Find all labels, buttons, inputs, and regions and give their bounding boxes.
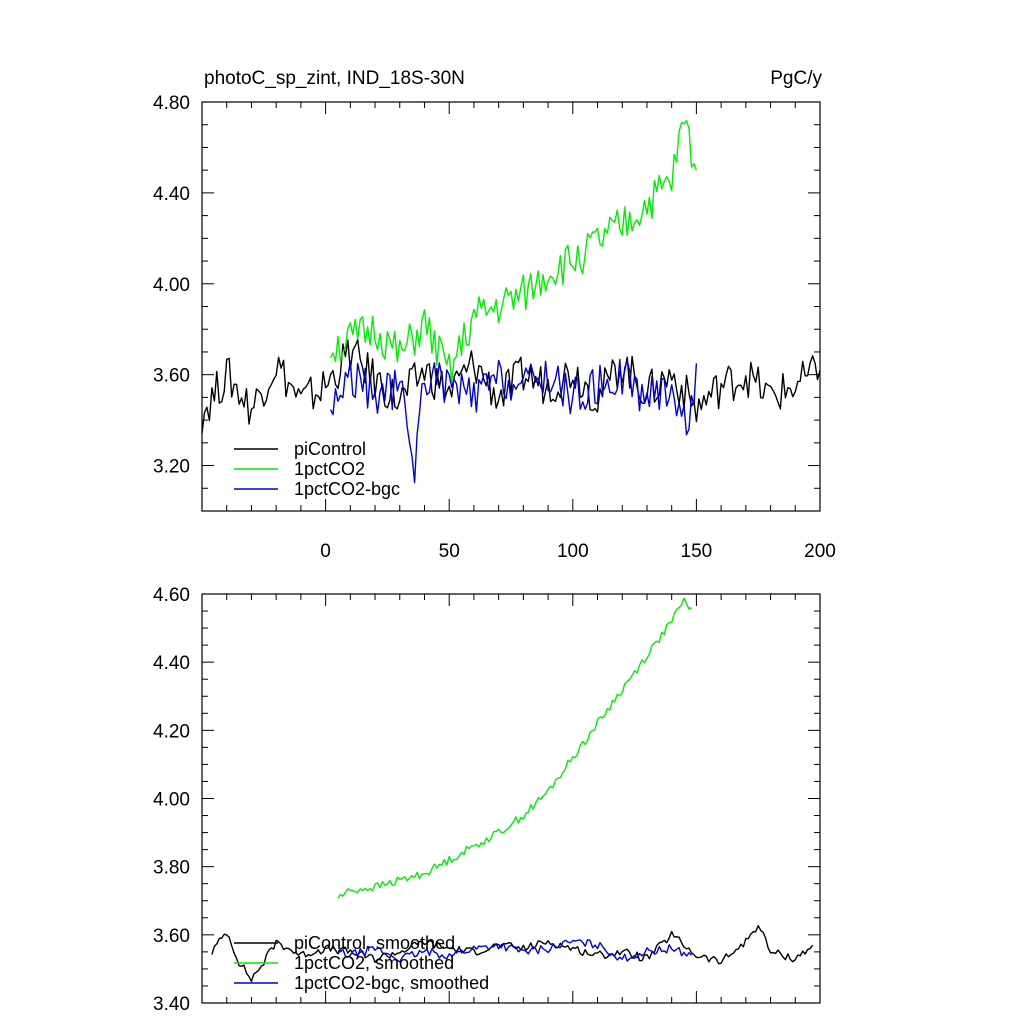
legend-label: piControl: [294, 439, 366, 459]
series-line: [201, 339, 821, 434]
y-tick-label: 3.60: [153, 926, 190, 947]
y-tick-label: 4.40: [153, 653, 190, 674]
y-tick-label: 3.60: [153, 366, 190, 387]
y-tick-label: 4.40: [153, 184, 190, 205]
legend-label: 1pctCO2-bgc, smoothed: [294, 973, 489, 993]
y-tick-label: 4.20: [153, 721, 190, 742]
y-tick-label: 3.80: [153, 858, 190, 879]
legend-label: 1pctCO2-bgc: [294, 479, 400, 499]
legend-label: 1pctCO2, smoothed: [294, 953, 454, 973]
series-line: [329, 119, 698, 383]
series-line: [329, 358, 698, 484]
y-tick-label: 4.60: [153, 585, 190, 606]
y-tick-label: 3.20: [153, 457, 190, 478]
series-line: [337, 939, 692, 963]
legend-label: 1pctCO2: [294, 459, 365, 479]
y-tick-label: 3.40: [153, 994, 190, 1015]
top-panel: 3.20 3.60 4.00 4.40 4.80 0 50 100 150 200 piContro…: [153, 93, 836, 562]
x-tick-label: 100: [557, 541, 589, 562]
x-tick-label: 50: [439, 541, 460, 562]
bottom-panel: 3.40 3.60 3.80 4.00 4.20 4.40 4.60 piControl, s…: [153, 585, 821, 1015]
chart-units: PgC/y: [770, 68, 822, 89]
y-tick-label: 4.80: [153, 93, 190, 114]
series-line: [337, 597, 692, 899]
x-tick-label: 0: [320, 541, 331, 562]
series-line: [211, 925, 814, 983]
x-tick-label: 150: [681, 541, 713, 562]
y-tick-label: 4.00: [153, 275, 190, 296]
legend-label: piControl, smoothed: [294, 933, 455, 953]
x-tick-label: 200: [804, 541, 836, 562]
chart-title: photoC_sp_zint, IND_18S-30N: [204, 68, 465, 89]
y-tick-label: 4.00: [153, 790, 190, 811]
